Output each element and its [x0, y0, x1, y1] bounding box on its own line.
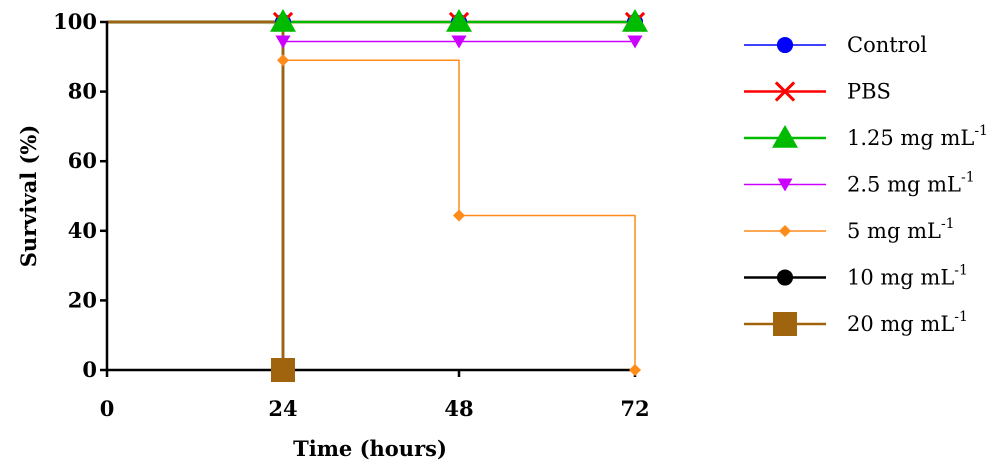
legend-label-text: 10 mg mL	[847, 266, 954, 290]
legend-label: PBS	[847, 80, 891, 104]
x-tick-label: 72	[620, 396, 649, 421]
legend-label-superscript: -1	[954, 263, 968, 279]
x-tick-label: 24	[268, 396, 297, 421]
legend-label: 2.5 mg mL-1	[847, 170, 975, 197]
series-line-7	[107, 20, 285, 370]
data-point-series-5	[277, 54, 289, 67]
data-point-series-3	[446, 9, 472, 32]
data-point-series-4	[451, 35, 467, 49]
legend-swatch-marker	[773, 312, 797, 336]
y-tick-label: 40	[68, 218, 97, 243]
x-tick-label: 48	[444, 396, 473, 421]
legend-label-superscript: -1	[961, 170, 975, 186]
legend-label-text: Control	[847, 33, 927, 57]
legend-item-6: 10 mg mL-1	[744, 263, 968, 290]
y-tick-label: 20	[68, 287, 97, 312]
axes: 0 20 40 60 80 100 0 24 48 72	[53, 9, 649, 421]
legend-label: 20 mg mL-1	[847, 309, 968, 336]
series-line-4	[107, 21, 635, 43]
legend-label-superscript: -1	[974, 123, 988, 139]
legend-item-5: 5 mg mL-1	[744, 216, 955, 243]
x-axis-title: Time (hours)	[293, 436, 447, 461]
legend-label-text: 20 mg mL	[847, 312, 954, 336]
data-point-series-5	[629, 364, 641, 376]
data-point-series-5	[453, 209, 465, 222]
data-point-series-3	[622, 9, 648, 32]
y-tick-label: 100	[53, 9, 97, 34]
y-tick-label: 0	[82, 357, 97, 382]
legend-swatch-marker	[774, 81, 796, 102]
legend-label: 5 mg mL-1	[847, 216, 955, 243]
legend-label-superscript: -1	[954, 309, 968, 325]
legend-item-1: Control	[744, 33, 927, 57]
legend-swatch-marker	[779, 225, 791, 237]
legend-label: Control	[847, 33, 927, 57]
y-tick-label: 60	[68, 148, 97, 173]
legend-swatch-marker	[772, 125, 798, 148]
legend-item-2: PBS	[744, 80, 891, 104]
y-tick-label: 80	[68, 79, 97, 104]
legend-label: 10 mg mL-1	[847, 263, 968, 290]
data-markers	[270, 9, 648, 382]
y-axis-title: Survival (%)	[16, 125, 41, 268]
legend-swatch-marker	[776, 269, 794, 286]
legend-swatch-marker	[776, 36, 794, 54]
series-line-6	[107, 20, 285, 370]
legend-label-text: 1.25 mg mL	[847, 126, 974, 150]
legend-label-text: PBS	[847, 80, 891, 104]
x-tick-label: 0	[100, 396, 115, 421]
legend-label-superscript: -1	[941, 216, 955, 232]
legend-item-3: 1.25 mg mL-1	[744, 123, 988, 150]
legend-swatch-marker	[777, 178, 793, 192]
data-point-series-4	[275, 35, 291, 49]
legend-item-4: 2.5 mg mL-1	[744, 170, 975, 197]
legend-item-7: 20 mg mL-1	[744, 309, 968, 336]
data-point-series-4	[627, 35, 643, 49]
data-point-series-3	[270, 9, 296, 32]
plot-area	[107, 20, 636, 370]
data-point-series-7	[271, 358, 295, 382]
legend-label-text: 2.5 mg mL	[847, 173, 961, 197]
series-line-5	[107, 21, 636, 370]
legend-label: 1.25 mg mL-1	[847, 123, 988, 150]
legend-label-text: 5 mg mL	[847, 219, 941, 243]
